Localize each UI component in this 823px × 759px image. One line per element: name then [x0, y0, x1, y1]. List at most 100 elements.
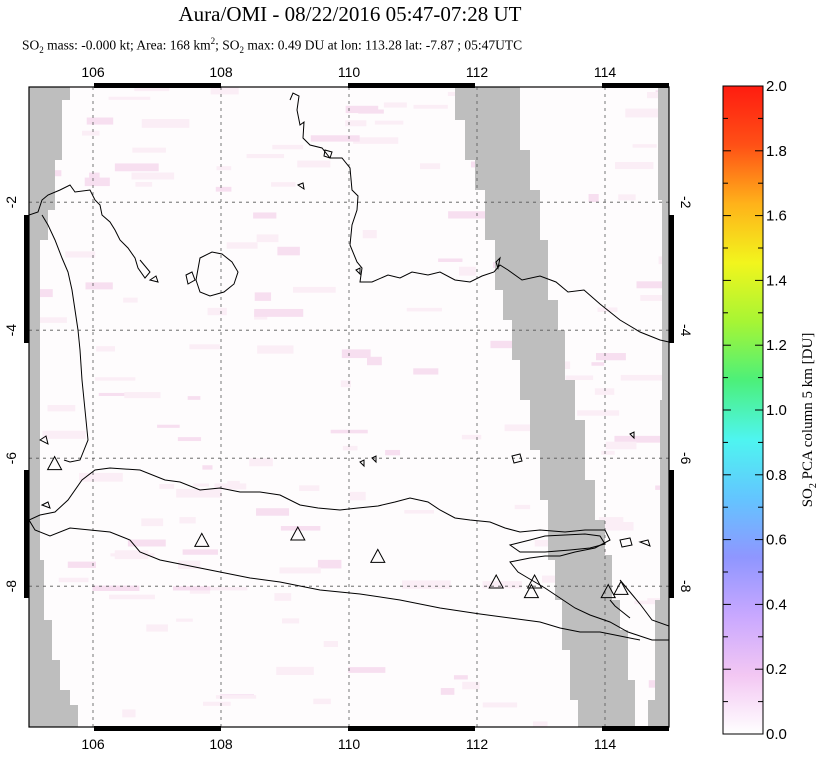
- so2-noise-pixel: [605, 441, 637, 450]
- volcano-markers: [46, 455, 629, 599]
- lat-tick-label-right: -4: [678, 324, 694, 337]
- so2-noise-pixel: [246, 154, 285, 159]
- so2-noise-pixel: [299, 485, 320, 492]
- so2-noise-pixel: [514, 504, 531, 510]
- lon-tick-label-top: 108: [209, 64, 233, 80]
- so2-noise-pixel: [277, 246, 300, 256]
- so2-noise-pixel: [577, 410, 620, 416]
- volcano-marker: [289, 525, 306, 541]
- so2-noise-pixel: [256, 234, 279, 243]
- so2-noise-pixel: [594, 522, 634, 531]
- so2-noise-pixel: [401, 580, 451, 589]
- bawean-island: [511, 453, 523, 464]
- so2-noise-pixel: [109, 594, 155, 600]
- so2-noise-pixel: [668, 96, 669, 101]
- so2-noise-pixel: [176, 488, 222, 498]
- colorbar-tick-label: 1.6: [766, 208, 787, 225]
- so2-noise-pixel: [348, 667, 386, 673]
- lat-tick-label-right: -8: [678, 580, 694, 593]
- so2-noise-pixel: [625, 108, 669, 118]
- colorbar-tick-label: 1.4: [766, 272, 787, 289]
- so2-noise-pixel: [588, 193, 599, 203]
- so2-noise-pixel: [504, 424, 536, 432]
- so2-noise-pixel: [618, 194, 636, 201]
- so2-noise-pixel: [599, 517, 624, 525]
- so2-noise-pixel: [662, 379, 669, 386]
- so2-noise-pixel: [482, 581, 522, 589]
- sumatra-coast: [29, 184, 151, 463]
- lat-tick-label-left: -4: [3, 324, 19, 337]
- so2-noise-pixel: [594, 388, 615, 395]
- so2-noise-pixel: [131, 172, 175, 180]
- so2-noise-pixel: [249, 458, 273, 467]
- volcano-marker: [369, 548, 386, 563]
- so2-noise-pixel: [215, 695, 257, 699]
- borneo-islet: [323, 149, 333, 159]
- lon-tick-label-top: 110: [338, 64, 361, 80]
- lat-tick-label-right: -2: [678, 196, 694, 209]
- bangka-island: [195, 251, 239, 297]
- so2-noise-pixel: [85, 282, 113, 290]
- so2-noise-pixel: [413, 104, 448, 109]
- so2-noise-pixel: [257, 345, 294, 354]
- so2-noise-pixel: [176, 618, 193, 622]
- so2-noise-pixel: [146, 624, 168, 632]
- so2-noise-pixel: [157, 424, 180, 428]
- so2-noise-pixel: [214, 483, 247, 490]
- colorbar-tick-label: 2.0: [766, 78, 787, 95]
- frame-bar-left: [24, 470, 29, 598]
- so2-noise-pixel: [647, 598, 669, 603]
- so2-noise-pixel: [458, 266, 476, 276]
- so2-noise-pixel: [310, 135, 360, 142]
- so2-noise-pixel: [132, 147, 166, 153]
- so2-noise-pixel: [179, 517, 196, 524]
- so2-noise-pixel: [640, 294, 668, 301]
- so2-noise-pixel: [276, 666, 314, 676]
- borneo-coast: [289, 92, 669, 343]
- so2-noise-pixel: [297, 160, 331, 168]
- so2-noise-pixel: [207, 307, 227, 316]
- so2-noise-pixel: [254, 292, 272, 301]
- so2-noise-pixel: [615, 162, 654, 170]
- so2-noise-pixel: [182, 549, 218, 555]
- so2-noise-pixel: [216, 166, 232, 171]
- map-title: Aura/OMI - 08/22/2016 05:47-07:28 UT: [178, 2, 522, 26]
- so2-noise-pixel: [342, 445, 358, 451]
- colorbar: 0.0 0.2 0.4 0.6 0.8 1.0 1.2 1.4 1.6 1.8 2.0 SO2 PC…: [722, 78, 819, 743]
- so2-noise-pixel: [596, 353, 626, 361]
- karimun-islets: [359, 455, 377, 468]
- lat-tick-label-right: -6: [678, 452, 694, 465]
- so2-noise-pixel: [159, 483, 175, 489]
- so2-noise-pixel: [447, 91, 459, 97]
- so2-noise-pixel: [482, 702, 518, 708]
- so2-noise-pixel: [614, 435, 665, 443]
- so2-noise-pixel: [293, 286, 336, 293]
- coastlines: [29, 92, 669, 641]
- madura-island: [508, 533, 606, 553]
- frame-bar-bottom: [602, 726, 669, 731]
- so2-noise-pixel: [86, 117, 114, 125]
- so2-noise-pixel: [108, 96, 151, 100]
- no-data-swath-far-east: [648, 87, 669, 727]
- so2-noise-pixel: [406, 307, 442, 312]
- so2-noise-pixel: [89, 172, 100, 181]
- so2-noise-pixel: [96, 346, 116, 352]
- so2-noise-pixel: [79, 472, 123, 482]
- so2-noise-pixel: [178, 560, 201, 570]
- lon-tick-label-top: 114: [594, 64, 617, 80]
- so2-noise-pixel: [601, 450, 615, 455]
- so2-noise-pixel: [82, 130, 100, 136]
- so2-noise-pixel: [367, 356, 382, 366]
- frame-bar-left: [24, 215, 29, 343]
- frame-bar-bottom: [348, 726, 475, 731]
- colorbar-ticks: 0.0 0.2 0.4 0.6 0.8 1.0 1.2 1.4 1.6 1.8 2.0: [723, 78, 787, 743]
- so2-noise-pixel: [177, 437, 202, 442]
- so2-noise-pixel: [461, 434, 482, 440]
- colorbar-tick-label: 1.2: [766, 337, 787, 354]
- so2-noise-pixel: [413, 368, 439, 375]
- so2-noise-pixel: [345, 105, 379, 114]
- so2-noise-pixel: [313, 698, 331, 705]
- frame-bar-top: [602, 83, 669, 88]
- so2-noise-pixel: [349, 491, 366, 501]
- java-coast: [29, 467, 669, 641]
